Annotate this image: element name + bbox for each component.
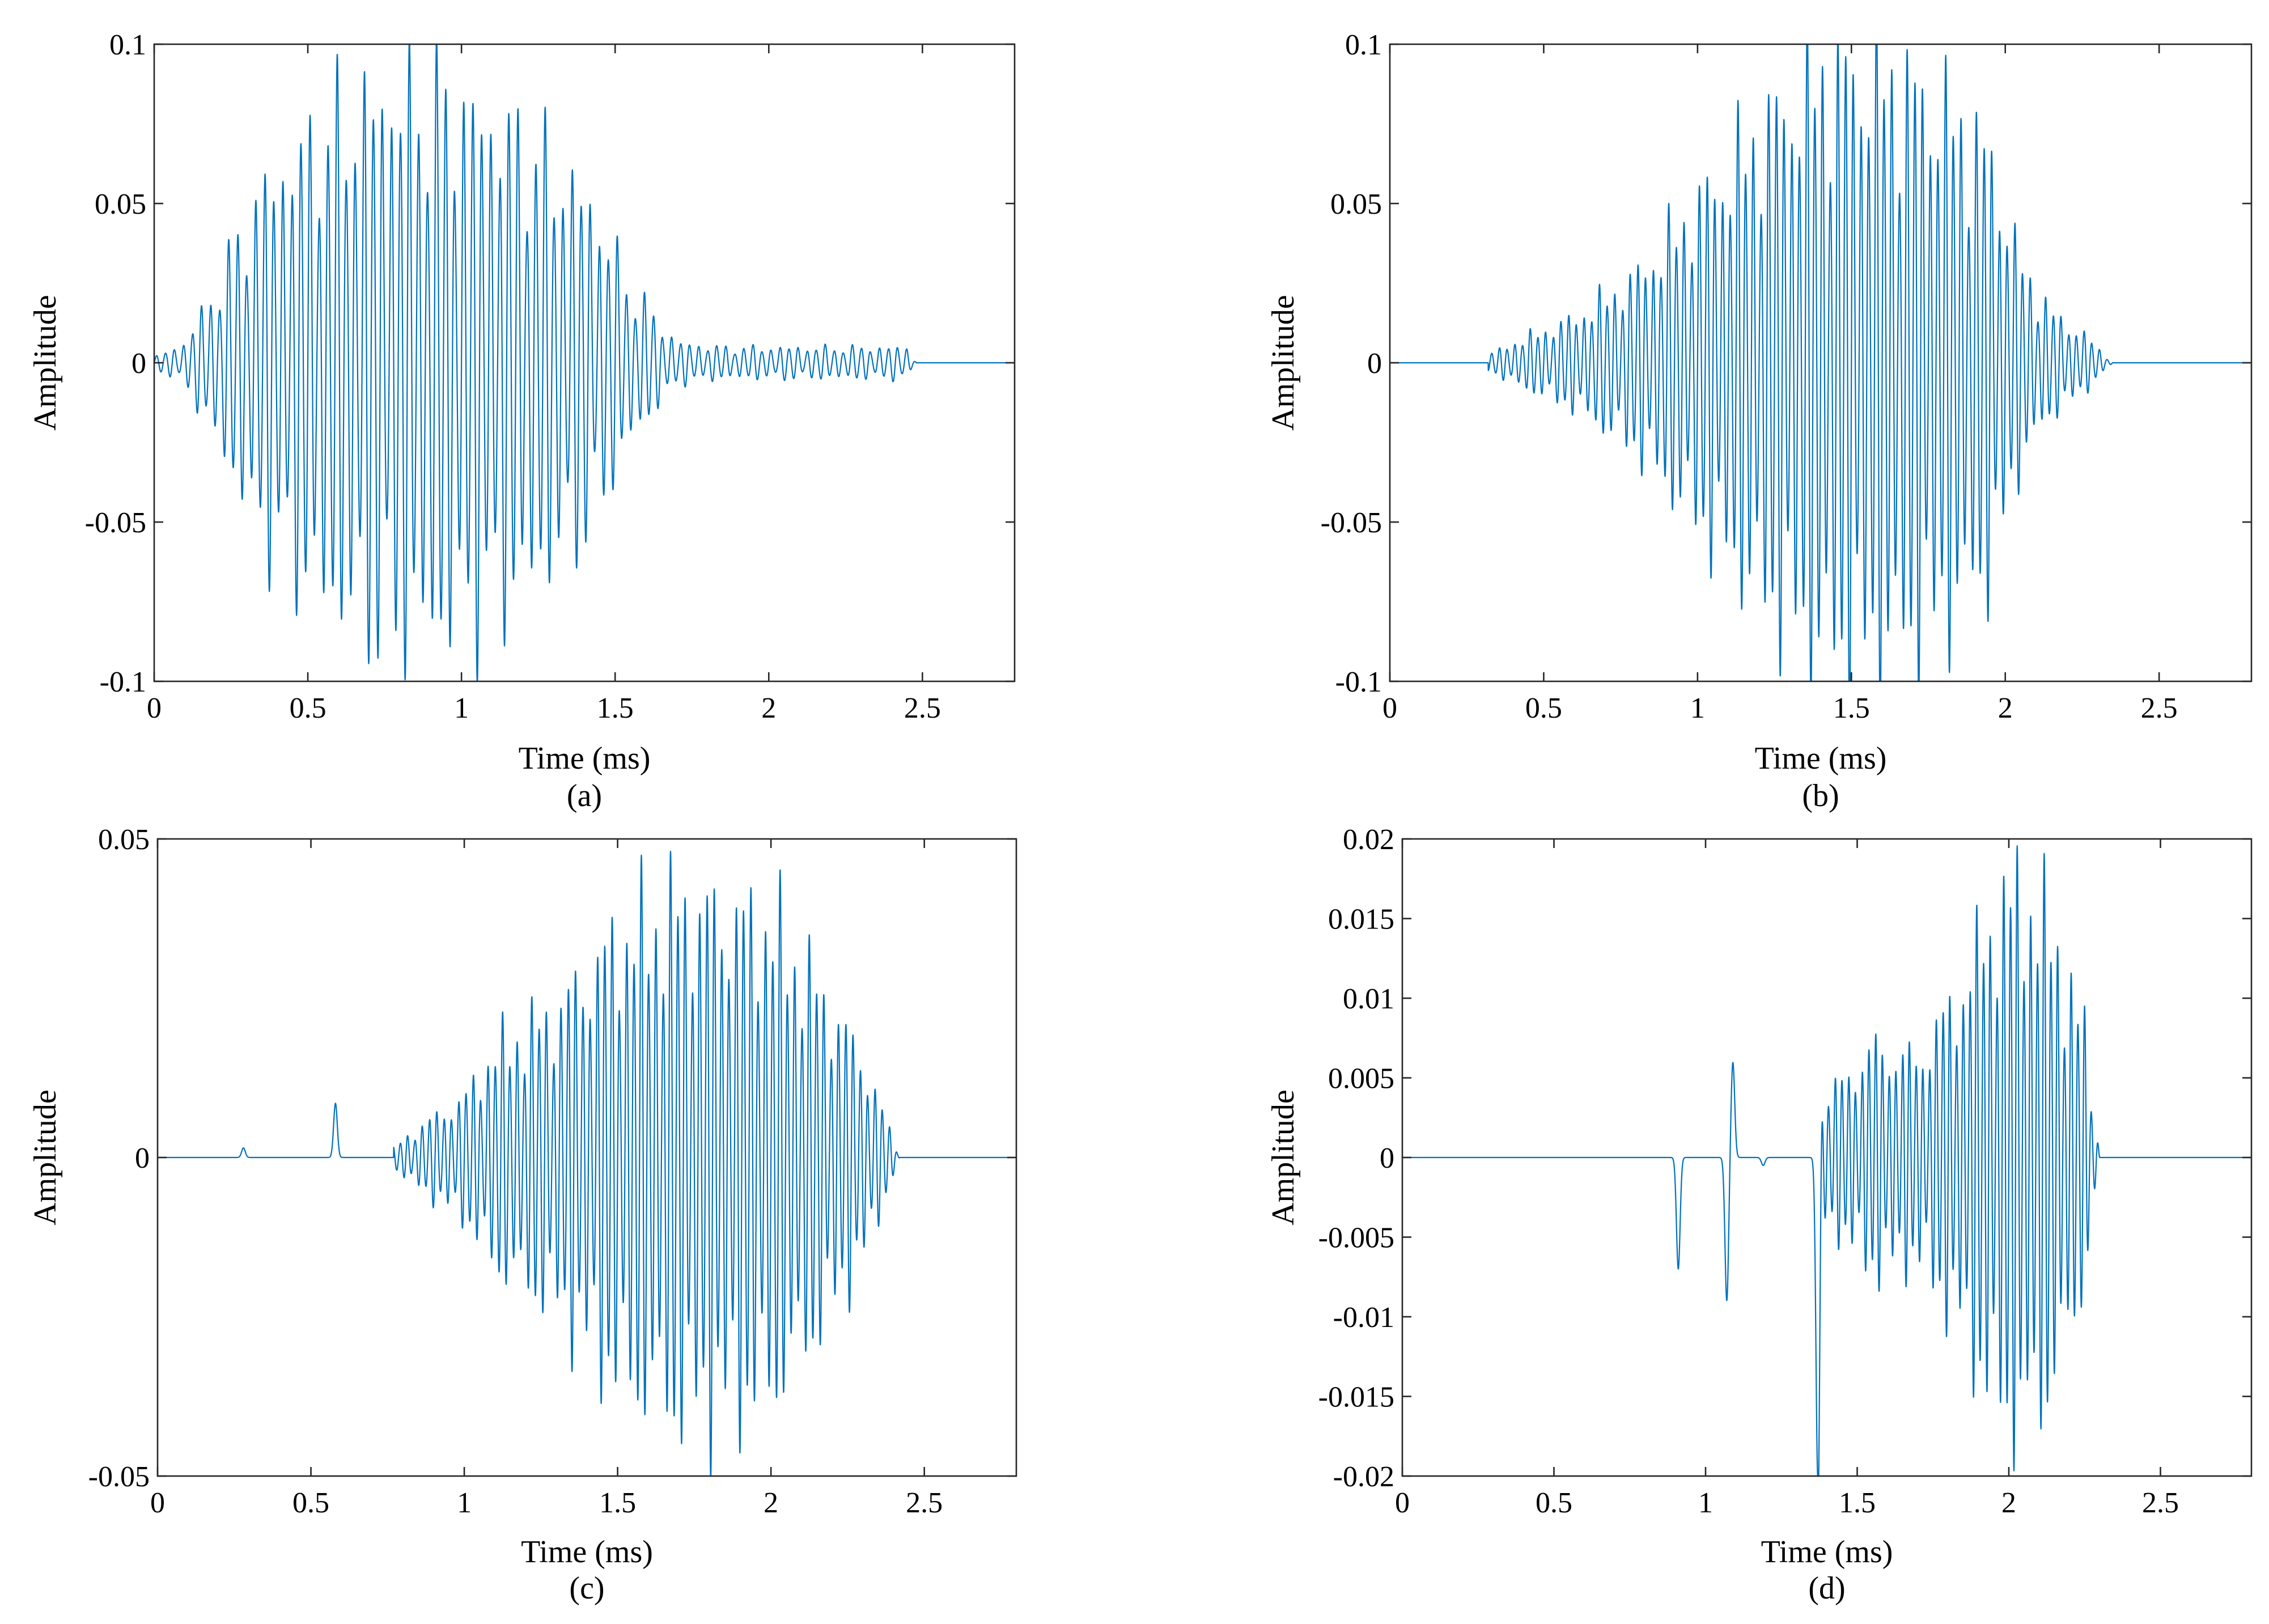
x-tick-label: 0.5 — [1536, 1487, 1572, 1519]
y-tick-label: 0.005 — [1328, 1063, 1394, 1095]
x-tick-label: 2.5 — [904, 692, 941, 724]
x-tick-label: 1.5 — [597, 692, 634, 724]
y-axis-label: Amplitude — [1266, 1089, 1301, 1226]
x-tick-label: 2.5 — [2142, 1487, 2179, 1519]
y-axis-label: Amplitude — [28, 295, 63, 431]
y-tick-label: 0.015 — [1328, 904, 1394, 936]
x-axis-label: Time (ms) — [1755, 741, 1887, 776]
x-tick-label: 1.5 — [599, 1487, 636, 1519]
y-tick-label: 0.01 — [1343, 983, 1394, 1015]
x-tick-label: 1.5 — [1839, 1487, 1876, 1519]
x-tick-label: 1 — [1690, 692, 1705, 724]
x-axis-label: Time (ms) — [1761, 1534, 1893, 1570]
panel-caption: (a) — [567, 778, 602, 813]
x-tick-label: 1.5 — [1833, 692, 1870, 724]
panel-caption: (c) — [569, 1571, 604, 1606]
y-tick-label: -0.005 — [1318, 1222, 1394, 1254]
y-tick-label: 0 — [132, 347, 146, 380]
plot-frame — [153, 43, 1016, 682]
y-tick-label: 0.05 — [95, 188, 146, 221]
y-tick-label: -0.02 — [1333, 1461, 1394, 1493]
x-tick-label: 2.5 — [2141, 692, 2178, 724]
x-tick-label: 1 — [1698, 1487, 1713, 1519]
panel-caption: (d) — [1808, 1571, 1845, 1606]
y-tick-label: -0.1 — [100, 666, 146, 698]
x-tick-label: 1 — [454, 692, 469, 724]
y-tick-label: -0.015 — [1318, 1381, 1394, 1414]
chart-a: 0 0.5 1 1.5 2 2.5 -0.1 -0.05 0 0.05 0.1 Time (ms) Am… — [28, 29, 1016, 813]
series-line-signal — [158, 850, 1016, 1476]
y-tick-label: 0.02 — [1343, 824, 1394, 856]
y-tick-label: 0 — [1367, 347, 1382, 380]
x-tick-label: 0 — [147, 692, 162, 724]
x-tick-label: 2 — [1998, 692, 2013, 724]
y-tick-label: 0.05 — [98, 824, 150, 856]
y-tick-label: 0.05 — [1330, 188, 1382, 221]
y-tick-label: -0.01 — [1333, 1301, 1394, 1334]
x-tick-label: 0 — [1395, 1487, 1410, 1519]
panel-caption: (b) — [1802, 778, 1839, 813]
y-tick-label: -0.05 — [88, 1461, 150, 1493]
y-tick-label: 0.1 — [109, 29, 146, 61]
chart-b: 0 0.5 1 1.5 2 2.5 -0.1 -0.05 0 0.05 0.1 Time (ms) Am… — [1266, 29, 2253, 813]
x-tick-label: 2 — [2001, 1487, 2016, 1519]
x-tick-label: 0 — [150, 1487, 165, 1519]
y-tick-label: 0.1 — [1345, 29, 1382, 61]
y-axis-label: Amplitude — [28, 1089, 63, 1226]
x-tick-label: 1 — [457, 1487, 472, 1519]
x-tick-label: 0.5 — [290, 692, 326, 724]
x-axis-label: Time (ms) — [521, 1534, 653, 1570]
x-tick-label: 0.5 — [1525, 692, 1562, 724]
x-tick-label: 2 — [764, 1487, 778, 1519]
y-tick-label: -0.05 — [85, 507, 146, 539]
y-tick-label: 0 — [1380, 1142, 1394, 1174]
series-line-signal — [1402, 845, 2251, 1476]
series-line-signal — [1390, 44, 2251, 681]
x-tick-label: 0 — [1382, 692, 1397, 724]
x-axis-label: Time (ms) — [519, 741, 651, 776]
x-tick-label: 0.5 — [292, 1487, 329, 1519]
y-tick-label: -0.1 — [1335, 666, 1382, 698]
series-line-signal — [154, 44, 1015, 681]
y-axis-label: Amplitude — [1266, 295, 1301, 431]
x-tick-label: 2 — [761, 692, 776, 724]
chart-d: 0 0.5 1 1.5 2 2.5 -0.02 -0.015 -0.01 -0.005 0 0.005… — [1266, 824, 2253, 1606]
y-tick-label: 0 — [135, 1142, 150, 1174]
x-tick-label: 2.5 — [906, 1487, 943, 1519]
y-tick-label: -0.05 — [1321, 507, 1382, 539]
